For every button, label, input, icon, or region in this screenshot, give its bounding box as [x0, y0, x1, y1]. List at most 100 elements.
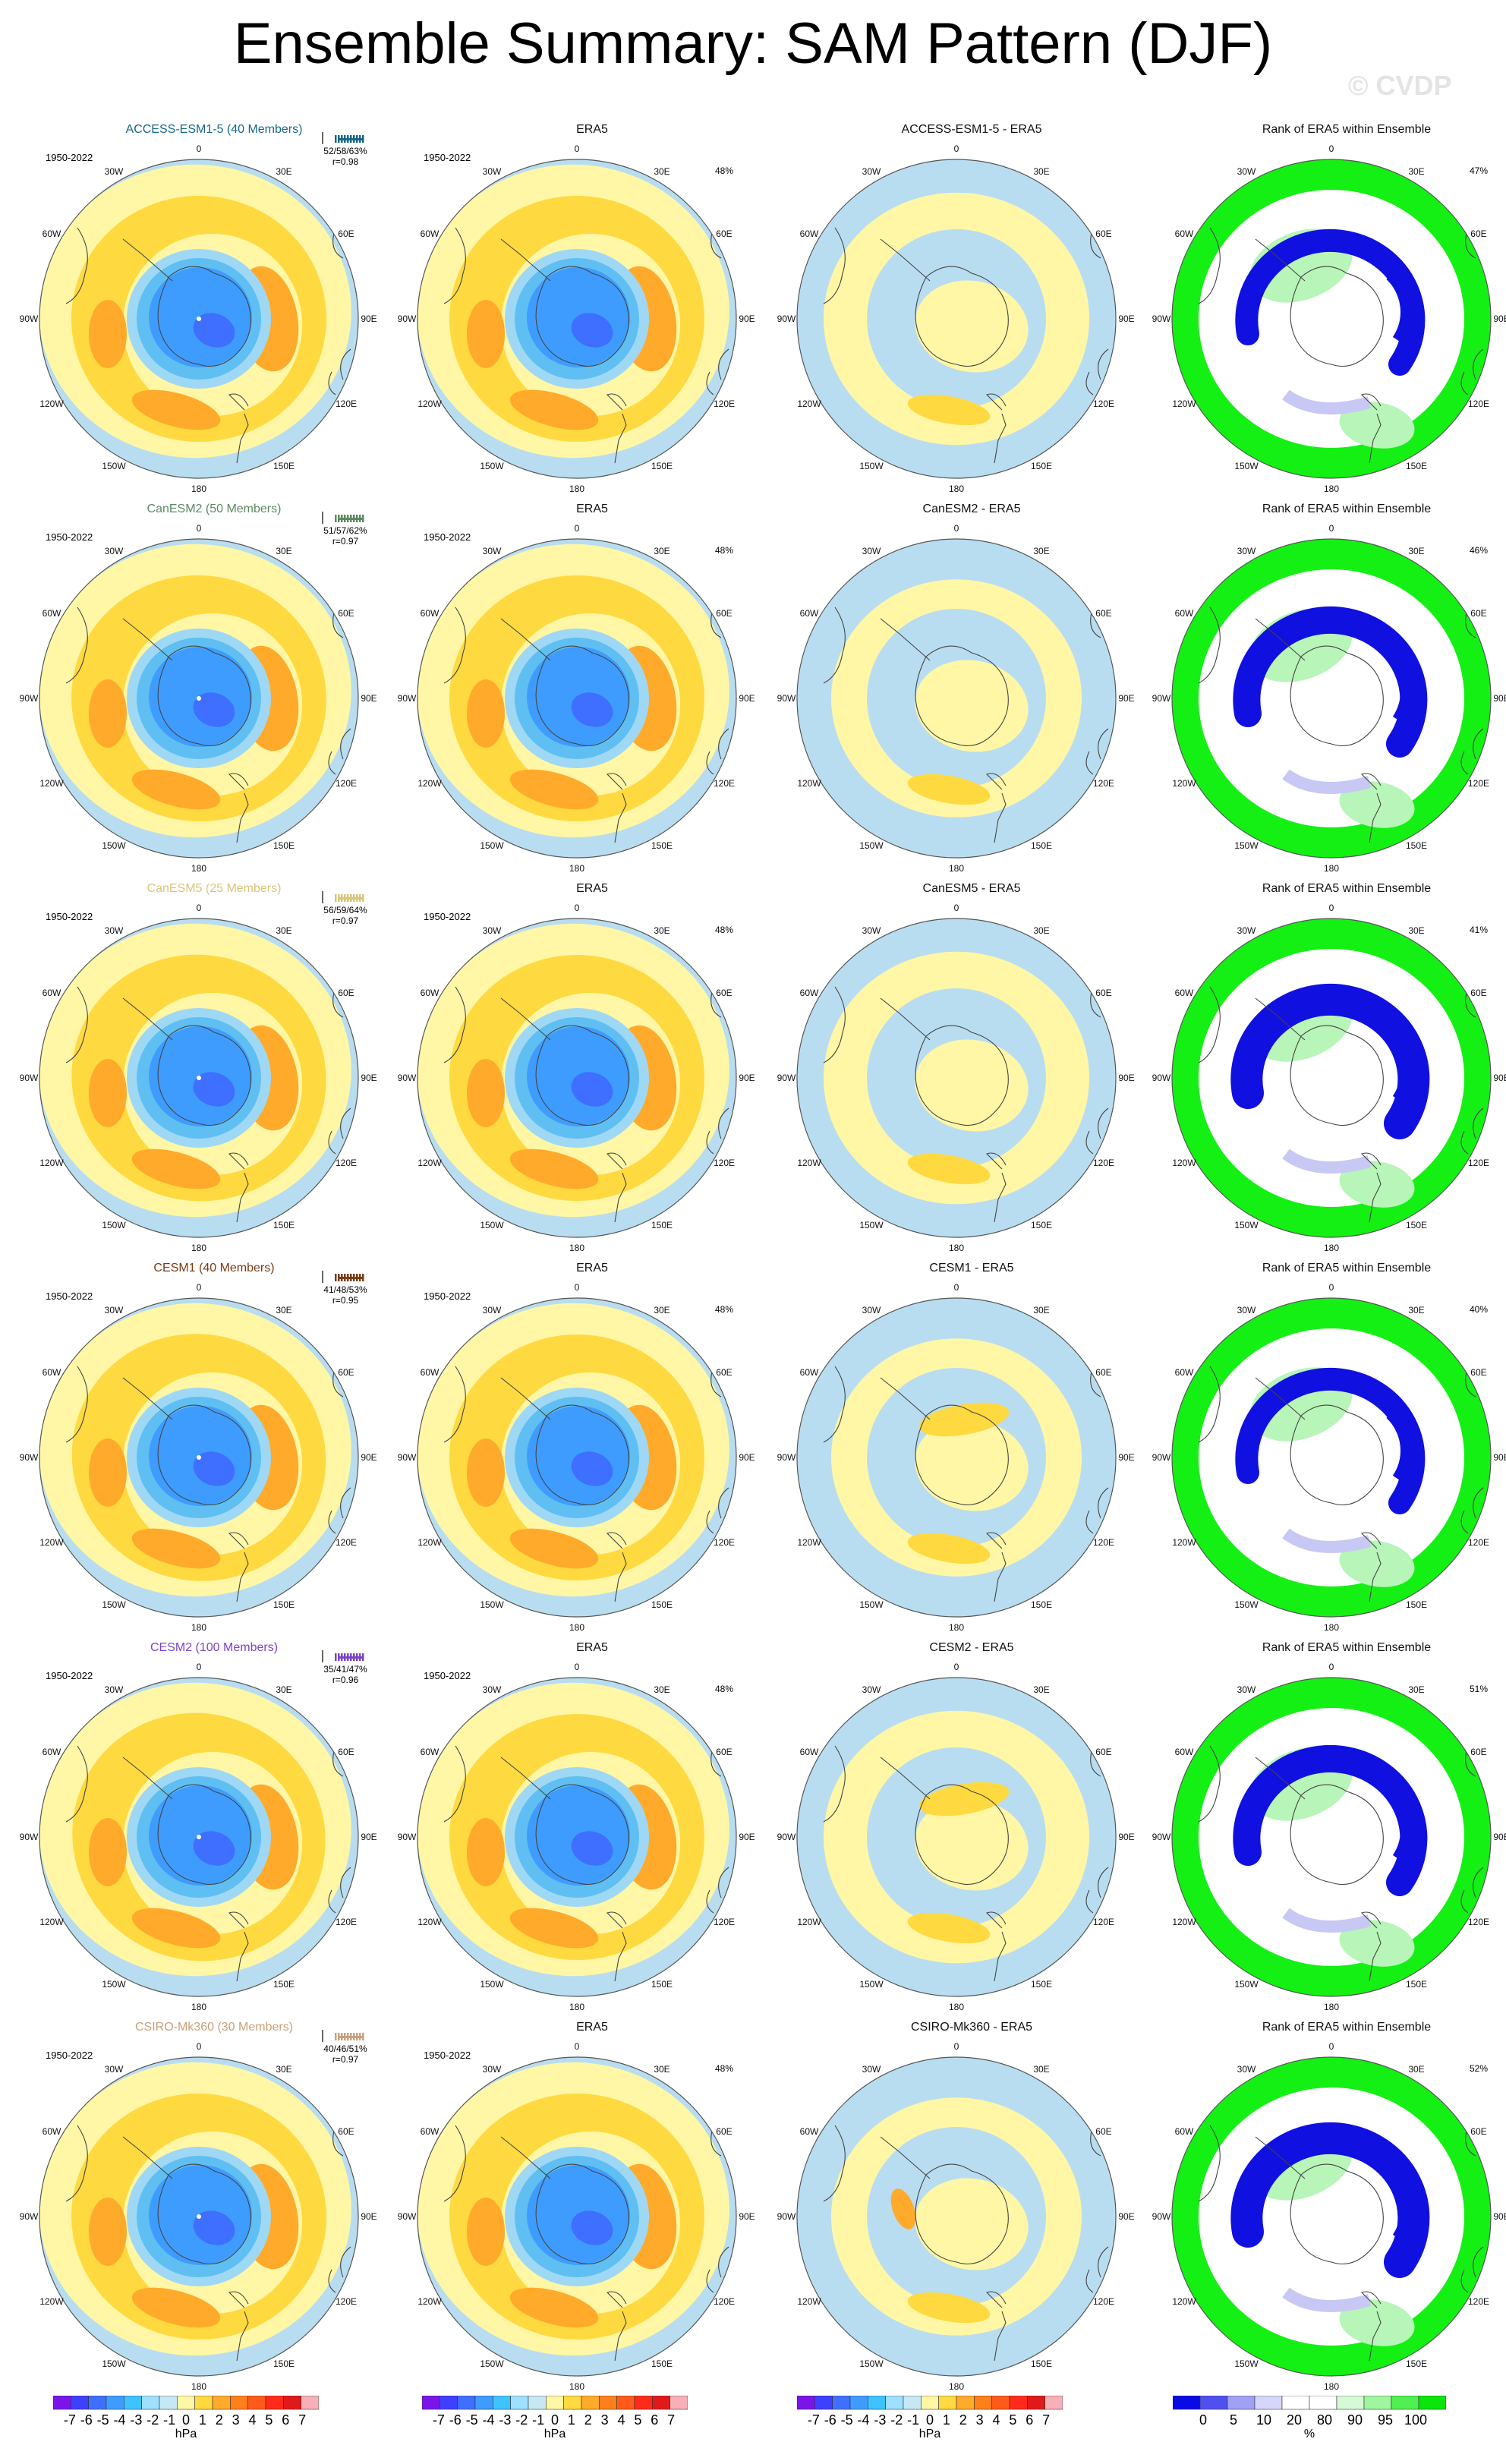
high-rank-band	[1386, 647, 1417, 726]
ensemble-stats: 35/41/47% r=0.96	[314, 1650, 376, 1685]
colorbar-swatch	[1027, 2395, 1045, 2410]
longitude-label: 180	[949, 2381, 964, 2392]
obs-pattern-panel: 0 30E 60E 90E 120E 150E 180 150W 120W 90W 60W 30W ER…	[398, 123, 774, 494]
map-border	[417, 538, 737, 859]
longitude-label: 150W	[102, 1220, 126, 1230]
polar-map: 0 30E 60E 90E 120E 150E 180 150W 120W 90W 60W 30W	[1152, 1662, 1506, 2012]
pole-marker	[197, 1076, 201, 1080]
longitude-label: 90E	[361, 1073, 376, 1083]
colorbar-tick: 4	[617, 2412, 625, 2428]
longitude-label: 90W	[777, 314, 796, 324]
longitude-label: 120W	[797, 399, 821, 409]
orange-blob	[89, 1438, 127, 1507]
colorbar-tick: -1	[532, 2412, 545, 2428]
panel-title: Rank of ERA5 within Ensemble	[1262, 503, 1432, 515]
negative-contour-4	[571, 1072, 613, 1107]
colorbar-swatch	[1336, 2395, 1365, 2410]
longitude-label: 150E	[1031, 461, 1052, 471]
spread-strip	[322, 1271, 364, 1283]
polar-map: 0 30E 60E 90E 120E 150E 180 150W 120W 90W 60W 30W	[777, 903, 1135, 1253]
orange-blob	[467, 2198, 505, 2266]
stats-range: 40/46/51%	[323, 2043, 367, 2054]
colorbar-tick: -7	[807, 2412, 820, 2428]
longitude-label: 180	[191, 484, 206, 494]
panel-title: CESM2 (100 Members)	[150, 1641, 279, 1654]
pattern-correlation: r=0.96	[332, 1675, 359, 1685]
longitude-label: 60W	[421, 1367, 440, 1378]
colorbar-swatch	[991, 2395, 1010, 2410]
colorbar-swatch	[814, 2395, 833, 2410]
spread-strip	[322, 512, 364, 524]
longitude-label: 120E	[1468, 1158, 1489, 1168]
longitude-label: 180	[569, 1243, 584, 1253]
longitude-label: 60W	[800, 608, 819, 619]
longitude-label: 120W	[39, 1917, 64, 1927]
longitude-label: 150W	[480, 461, 504, 471]
longitude-label: 30E	[654, 546, 670, 556]
longitude-label: 150W	[102, 840, 126, 851]
longitude-label: 120E	[714, 2296, 735, 2307]
colorbar-swatch	[247, 2395, 266, 2410]
polar-map: 0 30E 60E 90E 120E 150E 180 150W 120W 90W 60W 30W	[777, 523, 1135, 874]
polar-map: 0 30E 60E 90E 120E 150E 180 150W 120W 90W 60W 30W	[1152, 2041, 1506, 2392]
model-pattern-panel: 0 30E 60E 90E 120E 150E 180 150W 120W 90W 60W 30W Ca…	[20, 882, 396, 1253]
longitude-label: 150W	[1234, 1599, 1259, 1610]
orange-blob	[509, 1908, 599, 1949]
orange-blob	[131, 389, 221, 430]
longitude-label: 30W	[862, 546, 881, 556]
longitude-label: 120W	[797, 1537, 821, 1548]
longitude-label: 90E	[361, 693, 376, 704]
longitude-label: 120W	[417, 1158, 442, 1168]
map-border	[39, 2056, 359, 2377]
longitude-label: 90W	[20, 2211, 39, 2222]
map-border	[1171, 538, 1492, 859]
mid-rank-band	[1282, 389, 1372, 414]
panel-title: ERA5	[576, 123, 608, 136]
map-border	[417, 1677, 737, 1997]
longitude-label: 30W	[105, 1684, 124, 1695]
longitude-label: 60E	[338, 988, 354, 998]
colorbar-tick: 7	[1042, 2412, 1051, 2428]
colorbar-unit: %	[1303, 2428, 1315, 2440]
polar-map: 0 30E 60E 90E 120E 150E 180 150W 120W 90W 60W 30W	[398, 2041, 755, 2392]
longitude-label: 60E	[1095, 988, 1111, 998]
colorbar-tick: 95	[1377, 2412, 1394, 2428]
pole-marker	[197, 696, 201, 701]
colorbar-swatches	[796, 2395, 1063, 2410]
rank-panel: 0 30E 60E 90E 120E 150E 180 150W 120W 90W 60W 30W Ra…	[1152, 1262, 1506, 1633]
longitude-label: 150E	[1031, 1979, 1052, 1990]
coastline	[443, 963, 729, 1223]
longitude-label: 0	[954, 903, 959, 913]
longitude-label: 30E	[654, 166, 670, 177]
colorbar-rank: 0 5 10 20 80 90 95 100%	[1172, 2395, 1447, 2440]
colorbar-tick: 5	[634, 2412, 642, 2428]
obs-pattern-panel: 0 30E 60E 90E 120E 150E 180 150W 120W 90W 60W 30W ER…	[398, 882, 774, 1253]
colorbar-tick: 1	[567, 2412, 575, 2428]
difference-panel: 0 30E 60E 90E 120E 150E 180 150W 120W 90W 60W 30W CE…	[777, 1262, 1154, 1633]
longitude-label: 150E	[651, 840, 673, 851]
longitude-label: 180	[1324, 2002, 1339, 2012]
difference-panel: 0 30E 60E 90E 120E 150E 180 150W 120W 90W 60W 30W Ca…	[777, 882, 1154, 1253]
longitude-label: 0	[575, 903, 580, 913]
longitude-label: 180	[949, 484, 964, 494]
colorbar-swatch	[1009, 2395, 1028, 2410]
colorbar-swatch	[457, 2395, 476, 2410]
colorbar-swatch	[1172, 2395, 1201, 2410]
high-rank-band	[1386, 267, 1417, 347]
polar-map: 0 30E 60E 90E 120E 150E 180 150W 120W 90W 60W 30W	[1152, 143, 1506, 494]
variance-percent: 48%	[715, 1304, 734, 1315]
longitude-label: 120W	[417, 399, 442, 409]
years-label: 1950-2022	[46, 152, 93, 163]
longitude-label: 150W	[1234, 1979, 1259, 1990]
longitude-label: 30W	[1237, 166, 1256, 177]
colorbar-swatch	[510, 2395, 529, 2410]
longitude-label: 60E	[338, 2126, 354, 2137]
years-label: 1950-2022	[46, 1670, 93, 1681]
longitude-label: 30W	[1237, 546, 1256, 556]
longitude-label: 120W	[1172, 1158, 1196, 1168]
pattern-correlation: r=0.97	[332, 915, 359, 926]
spread-strip	[322, 132, 364, 144]
longitude-label: 90E	[1118, 693, 1134, 704]
orange-blob	[509, 1149, 599, 1189]
colorbar-tick: -3	[130, 2412, 143, 2428]
